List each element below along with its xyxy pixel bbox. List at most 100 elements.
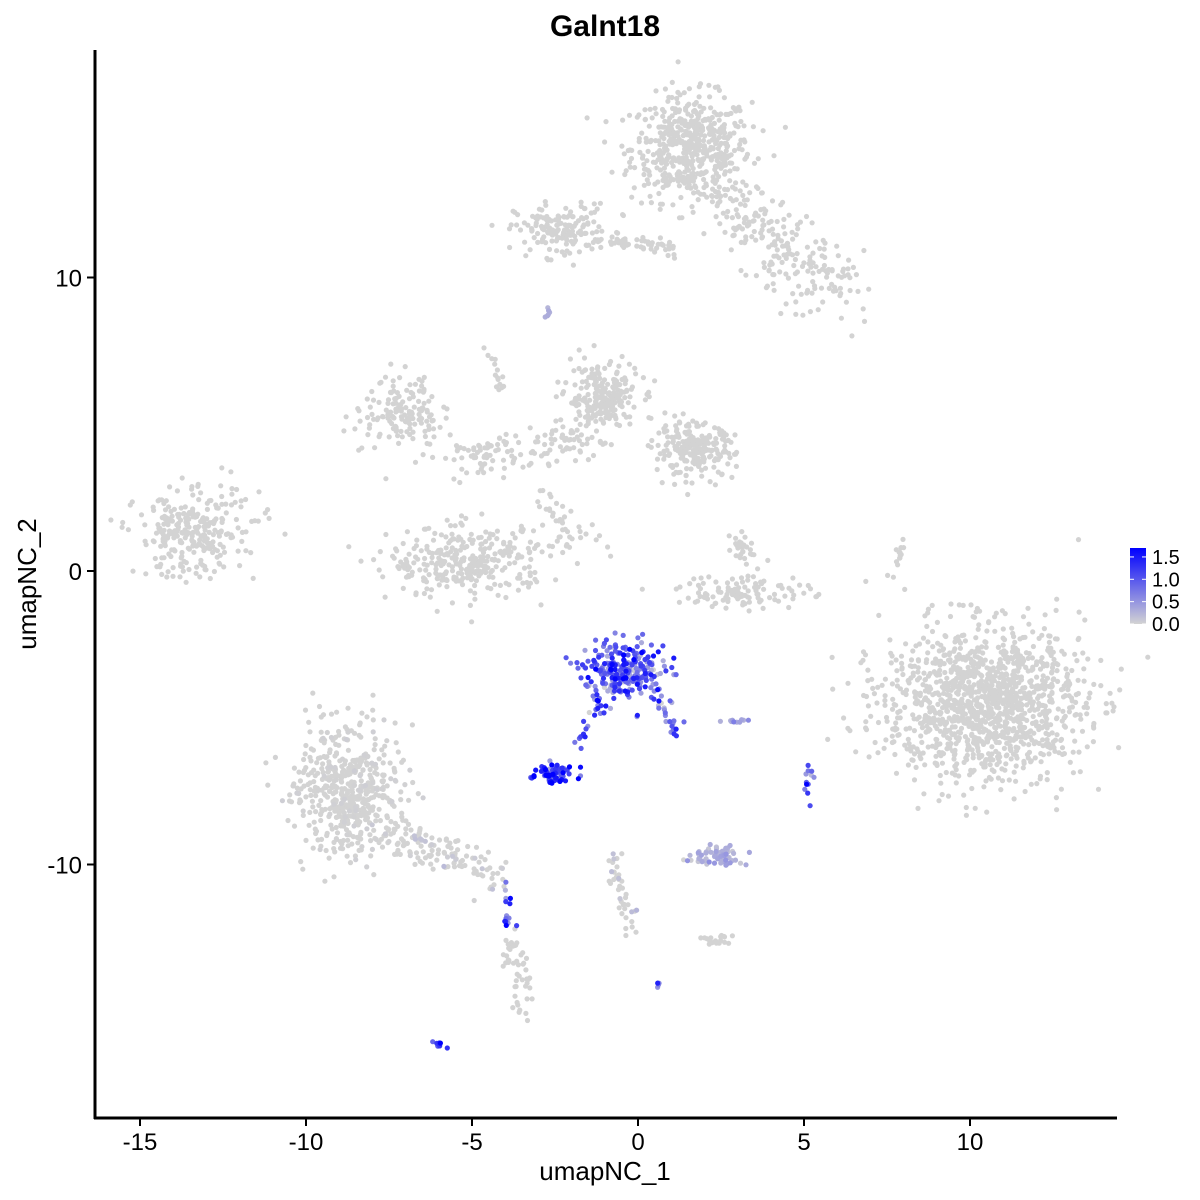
- data-point: [422, 428, 428, 434]
- data-point: [474, 568, 480, 574]
- data-point: [583, 242, 589, 248]
- data-point: [714, 157, 720, 164]
- data-point: [621, 240, 627, 246]
- data-point: [915, 658, 922, 664]
- data-point: [392, 777, 398, 784]
- data-point: [459, 455, 465, 461]
- data-point: [416, 376, 422, 382]
- data-point: [363, 788, 369, 794]
- data-point: [644, 158, 650, 164]
- data-point: [599, 380, 606, 386]
- data-point: [1037, 712, 1043, 718]
- data-point: [1038, 750, 1044, 757]
- data-point: [167, 484, 173, 490]
- data-point: [411, 560, 417, 566]
- data-point: [322, 878, 328, 884]
- data-point: [614, 392, 620, 398]
- data-point: [609, 234, 615, 240]
- data-point: [729, 933, 736, 939]
- data-point: [602, 365, 608, 371]
- data-point: [733, 581, 740, 587]
- data-point: [903, 691, 909, 698]
- data-point: [611, 856, 617, 862]
- data-point: [311, 779, 317, 785]
- data-point: [411, 545, 417, 552]
- data-point: [666, 242, 672, 248]
- data-point: [323, 847, 329, 854]
- data-point: [701, 594, 708, 601]
- data-point: [457, 562, 463, 569]
- data-point: [412, 459, 419, 465]
- data-point: [407, 425, 413, 431]
- data-point: [678, 448, 684, 454]
- data-point: [1008, 756, 1014, 762]
- data-point: [786, 212, 792, 218]
- data-point: [358, 558, 364, 564]
- data-point: [344, 790, 351, 796]
- data-point: [1002, 724, 1008, 730]
- data-point: [969, 785, 975, 792]
- data-point: [421, 400, 427, 406]
- data-point: [937, 772, 943, 779]
- data-point: [624, 679, 631, 686]
- data-point: [646, 123, 652, 129]
- data-point: [794, 222, 801, 228]
- data-point: [988, 696, 994, 703]
- data-point: [930, 644, 936, 650]
- data-point: [1024, 702, 1030, 708]
- data-point: [510, 208, 516, 214]
- data-point: [989, 767, 995, 773]
- data-point: [633, 371, 639, 377]
- data-point: [785, 275, 792, 281]
- data-point: [429, 835, 435, 841]
- data-point: [743, 862, 749, 868]
- data-point: [501, 539, 507, 545]
- data-point: [634, 243, 640, 249]
- data-point: [364, 761, 370, 767]
- data-point: [410, 436, 416, 442]
- data-point: [558, 417, 564, 423]
- data-point: [656, 705, 662, 711]
- data-point: [368, 853, 374, 859]
- data-point: [219, 493, 225, 500]
- data-point: [718, 860, 724, 866]
- data-point: [971, 707, 977, 714]
- data-point: [402, 364, 408, 370]
- data-point: [875, 750, 881, 756]
- data-point: [449, 531, 455, 537]
- data-point: [238, 504, 244, 510]
- data-point: [701, 231, 707, 237]
- data-point: [1038, 759, 1044, 765]
- data-point: [626, 112, 633, 118]
- data-point: [464, 470, 470, 476]
- data-point: [443, 534, 449, 540]
- data-point: [723, 141, 729, 147]
- data-point: [213, 502, 219, 508]
- data-point: [735, 214, 742, 220]
- data-point: [406, 396, 413, 402]
- data-point: [393, 406, 399, 412]
- data-point: [302, 751, 308, 757]
- data-point: [929, 628, 936, 635]
- data-point: [678, 455, 684, 461]
- data-point: [925, 744, 931, 750]
- data-point: [153, 530, 160, 536]
- data-point: [581, 718, 587, 725]
- data-point: [653, 111, 659, 117]
- data-point: [665, 440, 671, 446]
- data-point: [457, 479, 463, 486]
- data-point: [1109, 700, 1115, 706]
- data-point: [385, 397, 392, 403]
- data-point: [824, 274, 830, 280]
- data-point: [384, 738, 390, 744]
- data-point: [446, 562, 452, 568]
- data-point: [388, 831, 394, 837]
- data-point: [982, 758, 989, 764]
- data-point: [441, 552, 447, 558]
- data-point: [911, 728, 918, 734]
- data-point: [969, 769, 975, 775]
- data-point: [603, 119, 609, 125]
- data-point: [1037, 666, 1044, 672]
- data-point: [692, 183, 698, 189]
- data-point: [1006, 777, 1012, 783]
